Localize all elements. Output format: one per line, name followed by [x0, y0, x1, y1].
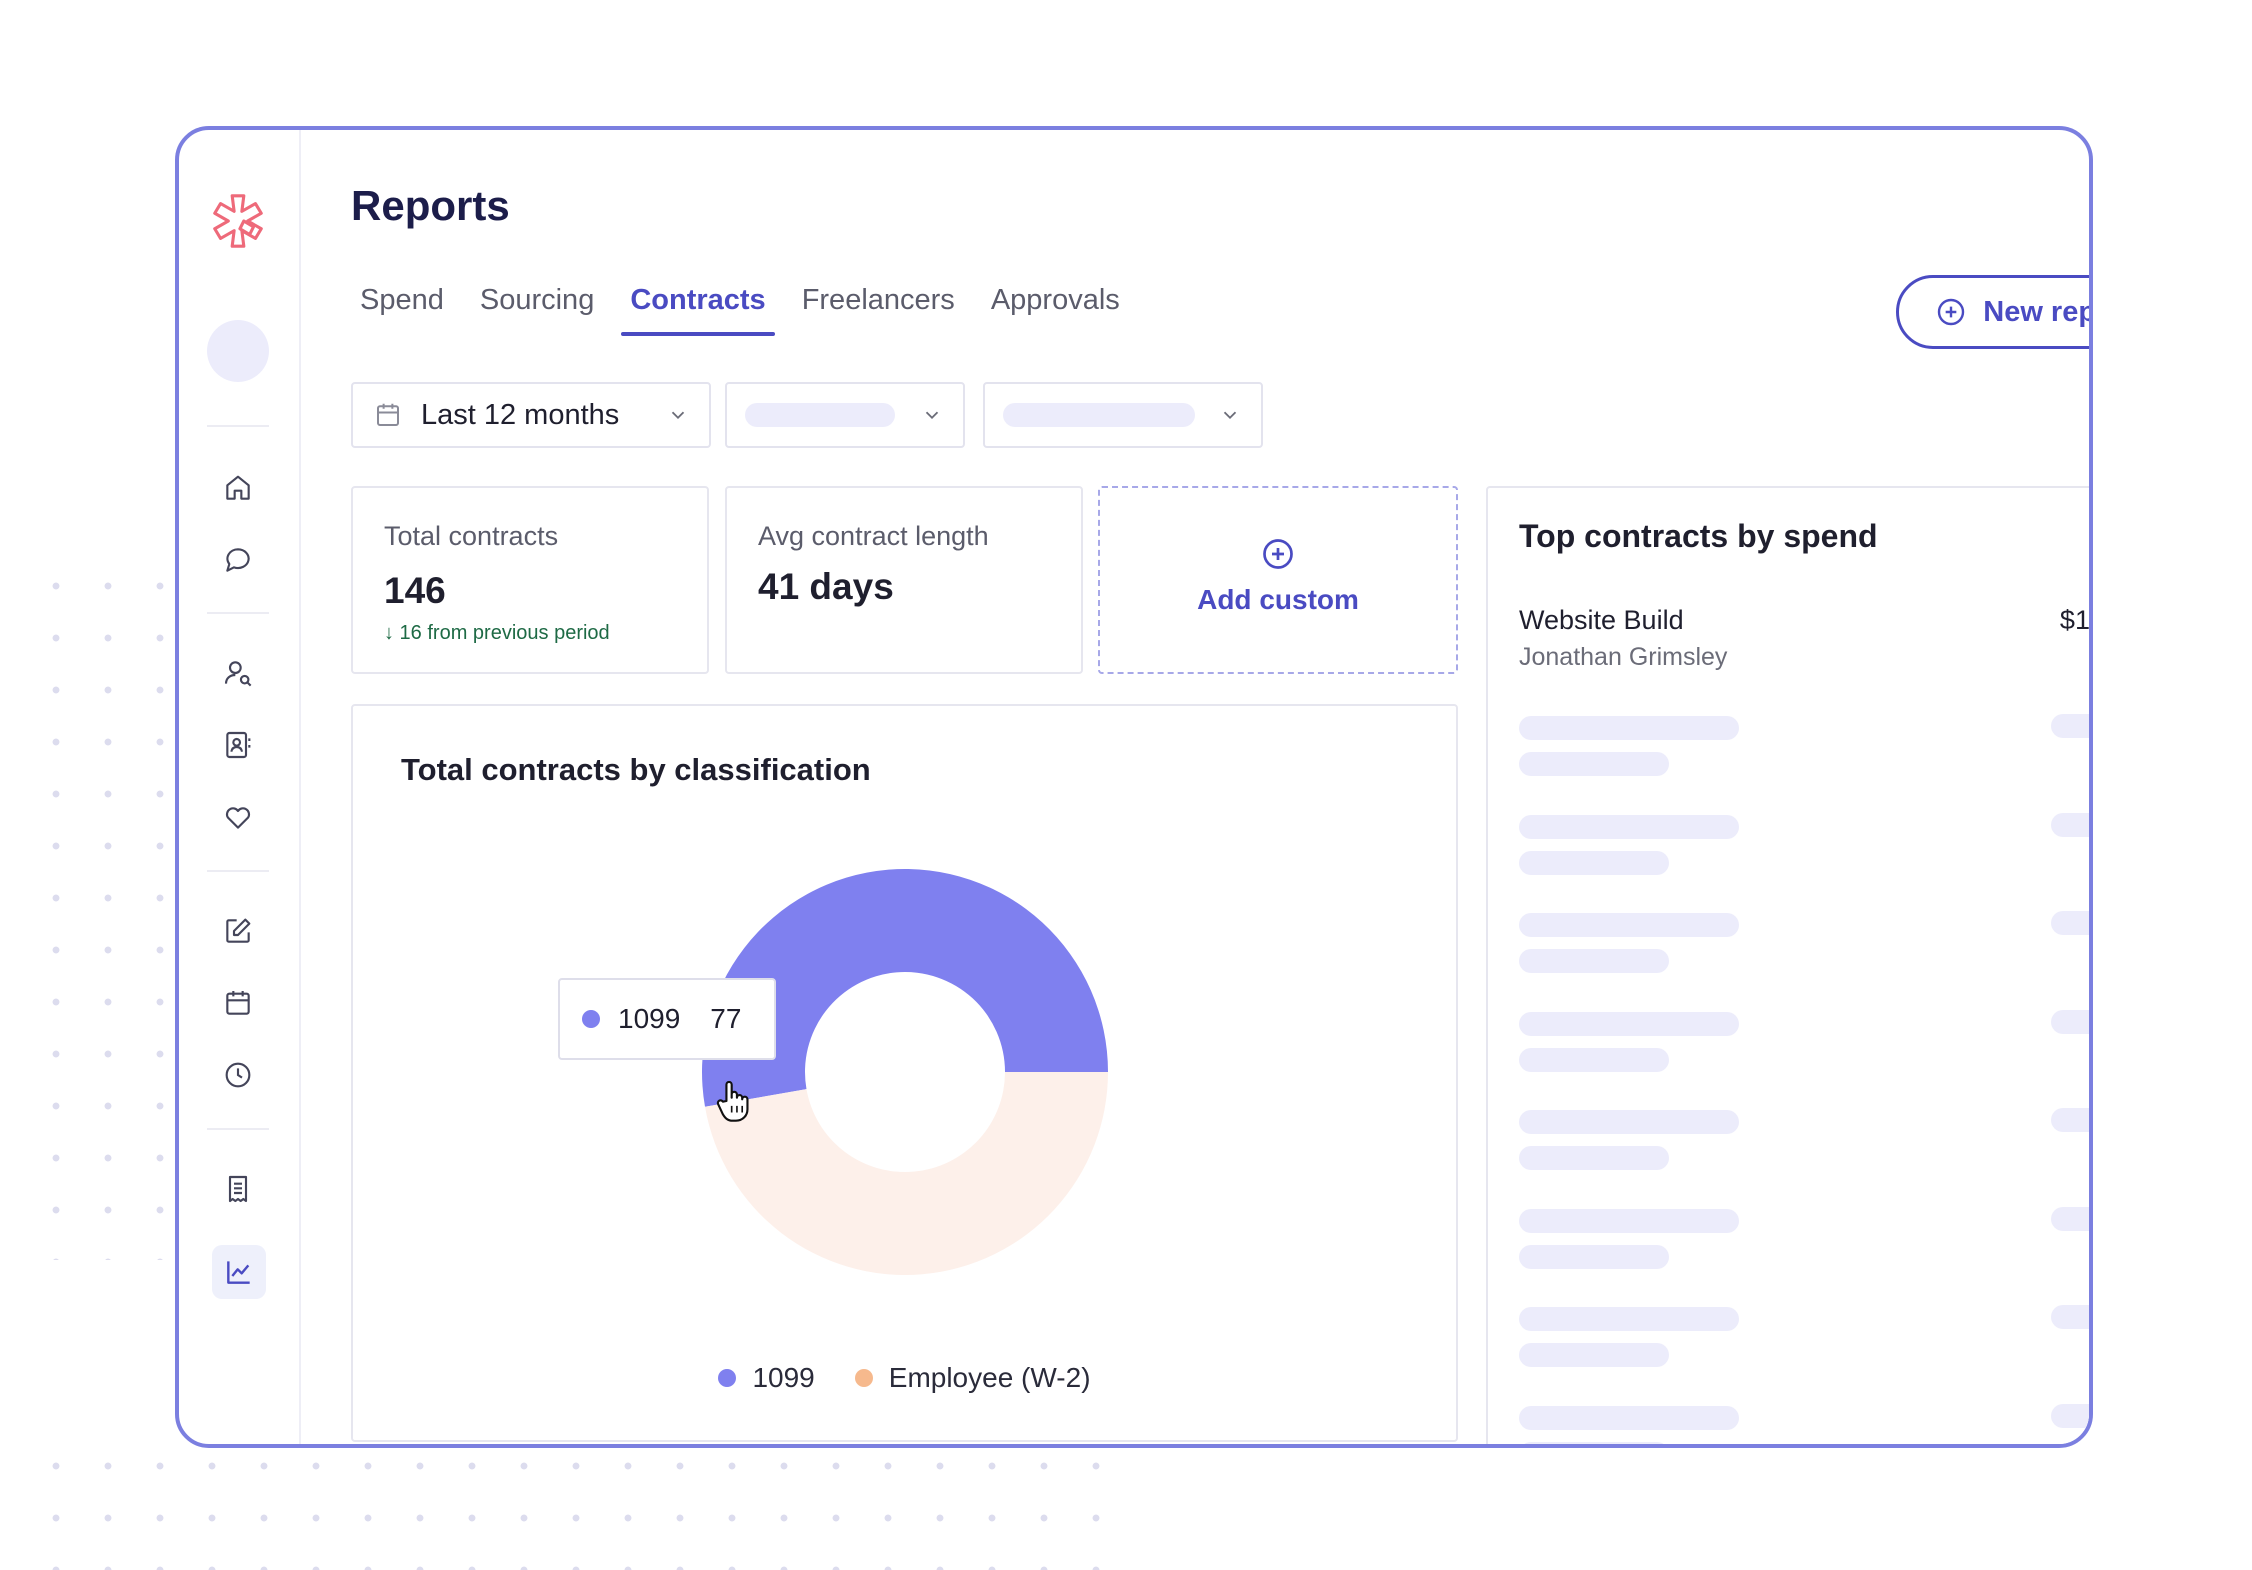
skeleton-amount	[2051, 714, 2089, 738]
donut-chart	[702, 869, 1108, 1276]
tab-freelancers[interactable]: Freelancers	[801, 284, 955, 316]
calendar-icon	[377, 403, 399, 426]
skeleton-line	[1519, 1110, 1739, 1134]
metric-value: 146	[384, 570, 446, 611]
tooltip-label: 1099	[618, 1003, 681, 1034]
plus-circle-icon	[1263, 539, 1293, 569]
sidebar-divider	[207, 612, 269, 614]
donut-slice-employee-w-2[interactable]	[705, 1072, 1108, 1276]
skeleton-line	[1519, 913, 1739, 937]
tooltip-value: 77	[710, 1003, 742, 1034]
user-search-icon[interactable]	[215, 650, 261, 696]
contract-person: Jonathan Grimsley	[1519, 643, 1728, 671]
home-icon[interactable]	[215, 465, 261, 511]
legend-label: Employee (W-2)	[888, 1362, 1091, 1393]
skeleton-line	[1519, 850, 1669, 875]
skeleton-amount	[2051, 911, 2089, 935]
tab-contracts[interactable]: Contracts	[621, 280, 776, 336]
skeleton-line	[1519, 1307, 1739, 1331]
chart-tooltip: 1099 77	[558, 978, 776, 1060]
contact-book-icon[interactable]	[215, 722, 261, 768]
skeleton-line	[1519, 716, 1739, 740]
skeleton-amount	[2051, 1305, 2089, 1329]
brand-logo-icon[interactable]	[207, 190, 269, 252]
donut-slice-1099[interactable]	[702, 869, 1108, 1107]
clock-icon[interactable]	[215, 1052, 261, 1098]
top-contracts-panel: Top contracts by spend Website Build Jon…	[1486, 486, 2090, 1444]
main-content: Reports Spend Sourcing Contracts Freelan…	[301, 130, 2089, 1444]
avg-contract-length-card[interactable]: Avg contract length 41 days	[725, 486, 1083, 674]
avatar[interactable]	[207, 320, 269, 382]
skeleton-amount	[2051, 1009, 2089, 1034]
metric-delta: ↓ 16 from previous period	[384, 622, 610, 644]
classification-chart-card: Total contracts by classification 1099 7…	[351, 704, 1458, 1442]
app-window: Reports Spend Sourcing Contracts Freelan…	[175, 126, 2093, 1448]
new-report-button[interactable]: New report	[1896, 275, 2093, 349]
total-contracts-card[interactable]: Total contracts 146 ↓ 16 from previous p…	[351, 486, 709, 674]
skeleton-line	[1519, 1208, 1739, 1233]
skeleton-line	[1519, 1405, 1739, 1430]
filter-placeholder	[1003, 403, 1195, 427]
chat-icon[interactable]	[215, 537, 261, 583]
add-custom-button[interactable]: Add custom	[1100, 536, 1456, 616]
legend-swatch	[718, 1369, 737, 1387]
hand-cursor-icon	[716, 1080, 749, 1122]
filter-select-3[interactable]	[983, 382, 1263, 448]
panel-title: Top contracts by spend	[1519, 518, 1878, 554]
contract-amount: $15.4k	[2059, 605, 2090, 635]
edit-icon[interactable]	[215, 908, 261, 954]
calendar-icon[interactable]	[215, 980, 261, 1026]
tab-sourcing[interactable]: Sourcing	[479, 284, 595, 316]
date-range-value: Last 12 months	[421, 398, 620, 431]
skeleton-line	[1519, 1244, 1669, 1269]
date-range-select[interactable]: Last 12 months	[351, 382, 711, 448]
filter-placeholder	[745, 403, 895, 427]
add-custom-label: Add custom	[1197, 584, 1359, 615]
metric-value: 41 days	[758, 566, 894, 607]
legend-item-employee[interactable]: Employee (W-2)	[854, 1362, 1091, 1394]
sidebar-divider	[207, 425, 269, 427]
chart-legend: 1099 Employee (W-2)	[353, 1362, 1456, 1394]
report-tabs: Spend Sourcing Contracts Freelancers App…	[351, 280, 1147, 340]
tab-spend[interactable]: Spend	[360, 284, 444, 316]
chevron-down-icon	[1223, 411, 1237, 420]
skeleton-amount	[2051, 1206, 2089, 1231]
skeleton-line	[1519, 1146, 1669, 1170]
metric-label: Avg contract length	[758, 521, 989, 551]
skeleton-amount	[2051, 1403, 2089, 1428]
new-report-label: New report	[1983, 295, 2093, 328]
sidebar-divider	[207, 870, 269, 872]
skeleton-line	[1519, 1011, 1739, 1036]
metric-label: Total contracts	[384, 521, 559, 551]
heart-icon[interactable]	[215, 794, 261, 840]
contract-name[interactable]: Website Build	[1519, 605, 1684, 635]
sidebar-divider	[207, 1128, 269, 1130]
page-title: Reports	[351, 182, 510, 229]
skeleton-amount	[2051, 812, 2089, 837]
plus-circle-icon	[1938, 298, 1965, 326]
skeleton-amount	[2051, 1108, 2089, 1132]
add-custom-card[interactable]: Add custom	[1098, 486, 1458, 674]
chevron-down-icon	[925, 411, 939, 420]
decorative-dot-grid	[30, 560, 180, 1260]
chevron-down-icon	[671, 411, 685, 420]
chart-title: Total contracts by classification	[401, 752, 871, 787]
skeleton-line	[1519, 1441, 1669, 1444]
filter-select-2[interactable]	[725, 382, 965, 448]
skeleton-line	[1519, 814, 1739, 839]
skeleton-line	[1519, 1047, 1669, 1072]
chart-icon[interactable]	[212, 1245, 266, 1299]
tooltip-swatch	[582, 1010, 600, 1028]
skeleton-line	[1519, 949, 1669, 973]
receipt-icon[interactable]	[215, 1166, 261, 1212]
legend-swatch	[854, 1369, 873, 1387]
tab-approvals[interactable]: Approvals	[990, 284, 1120, 316]
skeleton-line	[1519, 1343, 1669, 1367]
legend-label: 1099	[752, 1362, 815, 1393]
legend-item-1099[interactable]: 1099	[718, 1362, 815, 1394]
decorative-dot-grid-bottom	[30, 1440, 1130, 1570]
skeleton-line	[1519, 752, 1669, 776]
sidebar	[179, 130, 301, 1444]
